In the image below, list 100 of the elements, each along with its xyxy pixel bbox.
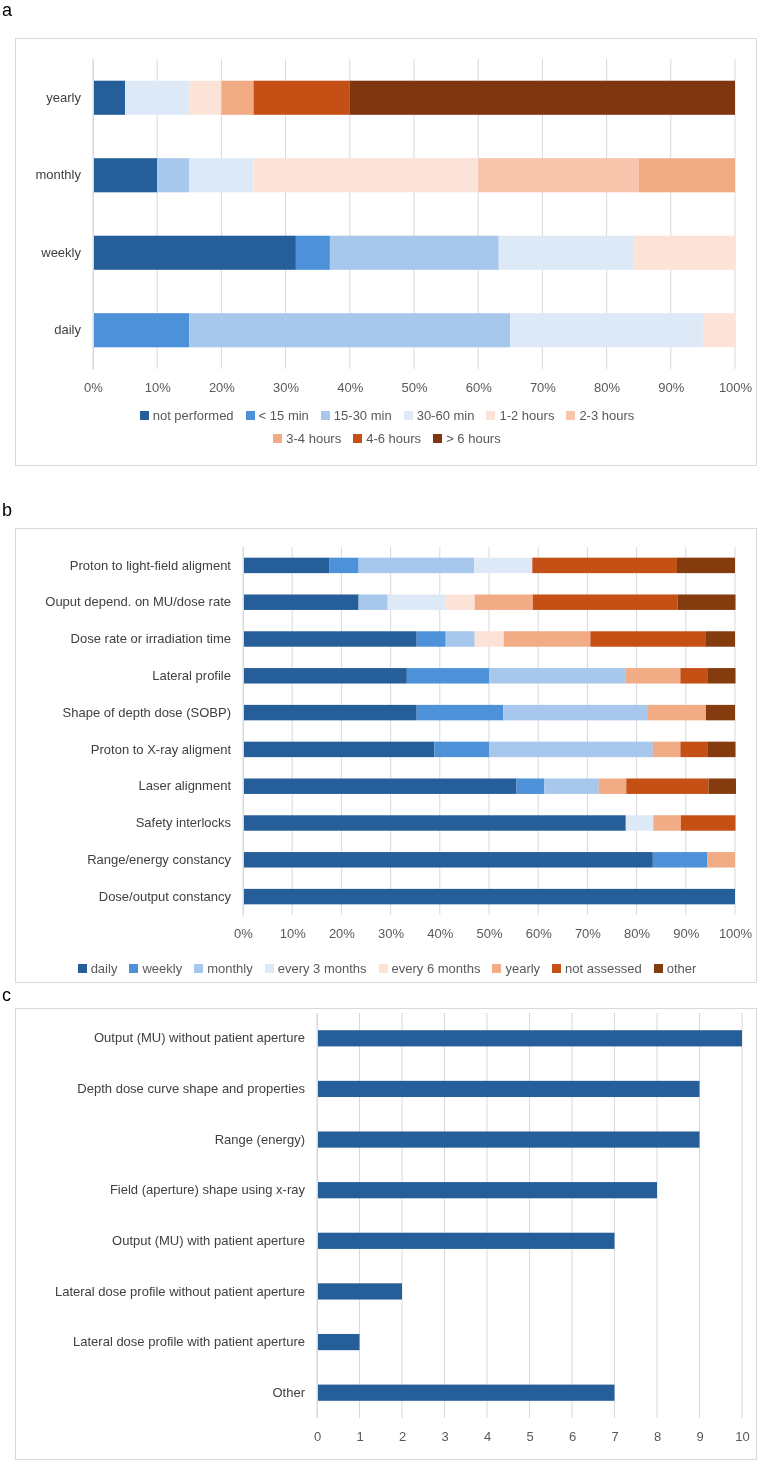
bar <box>358 594 388 610</box>
legend-label: > 6 hours <box>446 431 501 446</box>
x-tick-label: 40% <box>427 926 454 942</box>
x-tick-label: 5 <box>526 1429 534 1445</box>
bar <box>349 80 735 115</box>
legend-label: 30-60 min <box>416 408 475 423</box>
bar <box>189 80 222 115</box>
x-tick-label: 0 <box>313 1429 322 1445</box>
bar <box>510 313 703 348</box>
bar <box>243 852 653 868</box>
x-tick-label: 9 <box>696 1429 704 1445</box>
bar <box>598 778 627 794</box>
bar <box>676 557 735 574</box>
bar <box>708 778 736 794</box>
x-tick-label: 90% <box>673 926 700 942</box>
legend-label: < 15 min <box>258 408 309 423</box>
x-tick-label: 8 <box>653 1429 662 1445</box>
y-tick-label: Field (aperture) shape using x-ray <box>109 1182 306 1198</box>
bar <box>590 631 706 647</box>
bar <box>189 158 254 193</box>
bar <box>295 235 330 270</box>
x-tick-label: 0% <box>234 926 254 942</box>
bar <box>625 668 681 684</box>
bar <box>317 1131 700 1148</box>
bar <box>243 704 417 721</box>
bar <box>625 815 654 831</box>
x-tick-label: 1 <box>356 1429 364 1445</box>
y-tick-label: Depth dose curve shape and properties <box>77 1081 306 1097</box>
y-tick-label: Dose rate or irradiation time <box>70 631 231 647</box>
y-tick-label: yearly <box>46 89 82 105</box>
bar <box>253 158 479 193</box>
bar <box>243 888 735 905</box>
x-tick-label: 20% <box>208 380 236 396</box>
bar <box>474 594 533 610</box>
y-tick-label: Dose/output constancy <box>98 888 232 904</box>
bar <box>680 668 708 684</box>
bar <box>474 631 504 647</box>
bar <box>329 557 359 574</box>
bar <box>638 158 735 193</box>
y-tick-label: Other <box>272 1384 306 1400</box>
x-tick-label: 10% <box>279 926 307 942</box>
y-tick-label: Proton to light-field aligment <box>69 557 232 573</box>
bar <box>652 852 708 868</box>
bar <box>647 704 706 721</box>
text: b <box>2 500 13 521</box>
x-tick-label: 10% <box>144 380 172 396</box>
bar <box>406 668 489 684</box>
y-tick-label: Proton to X-ray aligment <box>90 741 232 757</box>
bar <box>516 778 545 794</box>
y-tick-label: Range (energy) <box>214 1131 305 1147</box>
bar <box>707 741 736 758</box>
bar <box>705 704 735 721</box>
legend-label: every 6 months <box>391 961 481 976</box>
x-tick-label: 50% <box>401 380 428 396</box>
x-tick-label: 80% <box>594 380 621 396</box>
bar <box>317 1232 615 1249</box>
y-tick-label: monthly <box>35 167 82 183</box>
x-tick-label: 10 <box>735 1429 750 1445</box>
bar <box>358 557 475 574</box>
legend-label: 2-3 hours <box>579 408 635 423</box>
y-tick-label: Ouput depend. on MU/dose rate <box>45 594 231 610</box>
bar <box>243 594 359 610</box>
bar <box>243 631 417 647</box>
bar <box>498 235 635 270</box>
y-tick-label: Output (MU) with patient aperture <box>112 1232 305 1248</box>
y-tick-label: Lateral dose profile with patient aperture <box>73 1334 305 1350</box>
bar <box>253 80 350 115</box>
x-tick-label: 70% <box>574 926 602 942</box>
bar <box>189 313 511 348</box>
bar <box>653 815 681 831</box>
x-tick-label: 7 <box>611 1429 619 1445</box>
bar <box>125 80 190 115</box>
bar <box>93 235 296 270</box>
bar <box>634 235 735 270</box>
x-tick-label: 50% <box>476 926 503 942</box>
bar <box>489 668 626 684</box>
legend-label: 4-6 hours <box>366 431 422 446</box>
y-tick-label: Range/energy constancy <box>87 851 232 867</box>
bar <box>243 741 435 758</box>
y-tick-label: Shape of depth dose (SOBP) <box>62 704 231 720</box>
chart-title: a <box>2 0 13 21</box>
bar <box>626 778 709 794</box>
bar <box>544 778 599 794</box>
x-tick-label: 2 <box>398 1429 407 1445</box>
bar <box>416 704 504 721</box>
legend-label: 15-30 min <box>333 408 392 423</box>
bar <box>329 235 499 270</box>
bar <box>317 1333 360 1351</box>
legend-label: 3-4 hours <box>286 431 342 446</box>
x-tick-label: 0% <box>84 380 104 396</box>
x-tick-label: 30% <box>273 380 300 396</box>
bar <box>243 668 407 684</box>
bar <box>707 668 736 684</box>
bar <box>221 80 254 115</box>
bar <box>93 313 190 348</box>
bar <box>317 1030 742 1047</box>
bar <box>680 741 708 758</box>
x-tick-label: 30% <box>378 926 405 942</box>
y-tick-label: Lateral profile <box>152 667 231 683</box>
bar <box>680 815 736 831</box>
